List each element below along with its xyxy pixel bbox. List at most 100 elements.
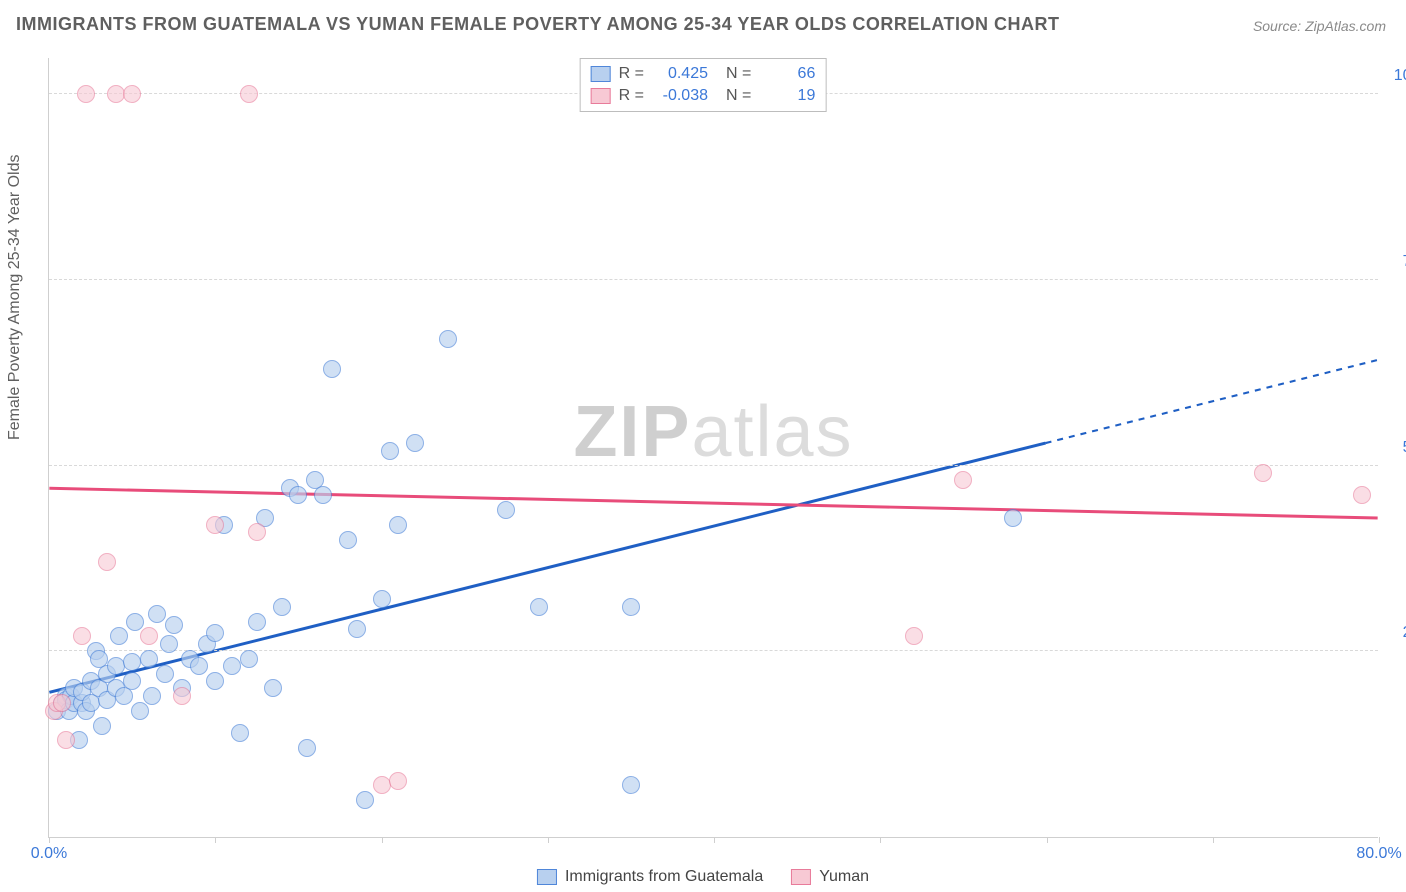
n-label: N = — [726, 85, 751, 107]
r-value: 0.425 — [652, 63, 708, 85]
legend-swatch — [591, 66, 611, 82]
data-point — [1254, 464, 1272, 482]
data-point — [248, 523, 266, 541]
data-point — [173, 687, 191, 705]
legend-label: Immigrants from Guatemala — [565, 868, 763, 886]
series-legend: Immigrants from Guatemala Yuman — [537, 868, 869, 886]
legend-swatch — [591, 88, 611, 104]
data-point — [954, 471, 972, 489]
y-tick-label: 25.0% — [1388, 624, 1406, 642]
correlation-legend: R = 0.425 N = 66 R = -0.038 N = 19 — [580, 58, 827, 112]
data-point — [1004, 509, 1022, 527]
data-point — [123, 672, 141, 690]
trend-line — [49, 488, 1377, 518]
legend-stat-row: R = 0.425 N = 66 — [591, 63, 816, 85]
x-tick-mark — [49, 837, 50, 843]
data-point — [497, 501, 515, 519]
x-tick-mark — [548, 837, 549, 843]
data-point — [223, 657, 241, 675]
gridline — [49, 465, 1378, 466]
legend-item: Immigrants from Guatemala — [537, 868, 763, 886]
legend-swatch — [791, 869, 811, 885]
data-point — [240, 650, 258, 668]
x-tick-mark — [1047, 837, 1048, 843]
x-tick-mark — [1379, 837, 1380, 843]
data-point — [98, 553, 116, 571]
data-point — [264, 679, 282, 697]
n-value: 66 — [759, 63, 815, 85]
data-point — [73, 627, 91, 645]
data-point — [140, 627, 158, 645]
y-tick-label: 100.0% — [1388, 67, 1406, 85]
x-tick-mark — [714, 837, 715, 843]
data-point — [53, 694, 71, 712]
r-value: -0.038 — [652, 85, 708, 107]
data-point — [389, 516, 407, 534]
x-tick-mark — [215, 837, 216, 843]
legend-item: Yuman — [791, 868, 869, 886]
data-point — [107, 657, 125, 675]
data-point — [622, 598, 640, 616]
data-point — [160, 635, 178, 653]
legend-stat-row: R = -0.038 N = 19 — [591, 85, 816, 107]
data-point — [206, 516, 224, 534]
data-point — [156, 665, 174, 683]
data-point — [439, 330, 457, 348]
legend-swatch — [537, 869, 557, 885]
x-tick-label: 80.0% — [1356, 845, 1401, 863]
data-point — [298, 739, 316, 757]
data-point — [273, 598, 291, 616]
watermark-rest: atlas — [691, 392, 853, 472]
n-value: 19 — [759, 85, 815, 107]
legend-label: Yuman — [819, 868, 869, 886]
data-point — [905, 627, 923, 645]
data-point — [143, 687, 161, 705]
data-point — [77, 85, 95, 103]
y-axis-label: Female Poverty Among 25-34 Year Olds — [6, 155, 24, 441]
data-point — [123, 85, 141, 103]
data-point — [289, 486, 307, 504]
data-point — [240, 85, 258, 103]
data-point — [622, 776, 640, 794]
data-point — [140, 650, 158, 668]
x-tick-mark — [382, 837, 383, 843]
data-point — [248, 613, 266, 631]
data-point — [381, 442, 399, 460]
data-point — [389, 772, 407, 790]
data-point — [1353, 486, 1371, 504]
data-point — [373, 590, 391, 608]
gridline — [49, 279, 1378, 280]
data-point — [123, 653, 141, 671]
data-point — [348, 620, 366, 638]
plot-area: ZIPatlas 25.0%50.0%75.0%100.0%0.0%80.0% — [48, 58, 1378, 838]
x-tick-mark — [880, 837, 881, 843]
n-label: N = — [726, 63, 751, 85]
data-point — [339, 531, 357, 549]
data-point — [190, 657, 208, 675]
data-point — [165, 616, 183, 634]
data-point — [406, 434, 424, 452]
data-point — [323, 360, 341, 378]
source-attribution: Source: ZipAtlas.com — [1253, 18, 1386, 34]
data-point — [148, 605, 166, 623]
trend-line-extrapolated — [1046, 360, 1378, 443]
watermark: ZIPatlas — [573, 391, 853, 473]
data-point — [206, 672, 224, 690]
watermark-bold: ZIP — [573, 392, 691, 472]
data-point — [126, 613, 144, 631]
data-point — [107, 85, 125, 103]
r-label: R = — [619, 85, 644, 107]
chart-container: IMMIGRANTS FROM GUATEMALA VS YUMAN FEMAL… — [0, 0, 1406, 892]
data-point — [131, 702, 149, 720]
chart-title: IMMIGRANTS FROM GUATEMALA VS YUMAN FEMAL… — [16, 14, 1060, 35]
data-point — [57, 731, 75, 749]
y-tick-label: 50.0% — [1388, 439, 1406, 457]
r-label: R = — [619, 63, 644, 85]
data-point — [356, 791, 374, 809]
x-tick-label: 0.0% — [31, 845, 67, 863]
data-point — [373, 776, 391, 794]
data-point — [231, 724, 249, 742]
data-point — [530, 598, 548, 616]
x-tick-mark — [1213, 837, 1214, 843]
data-point — [93, 717, 111, 735]
